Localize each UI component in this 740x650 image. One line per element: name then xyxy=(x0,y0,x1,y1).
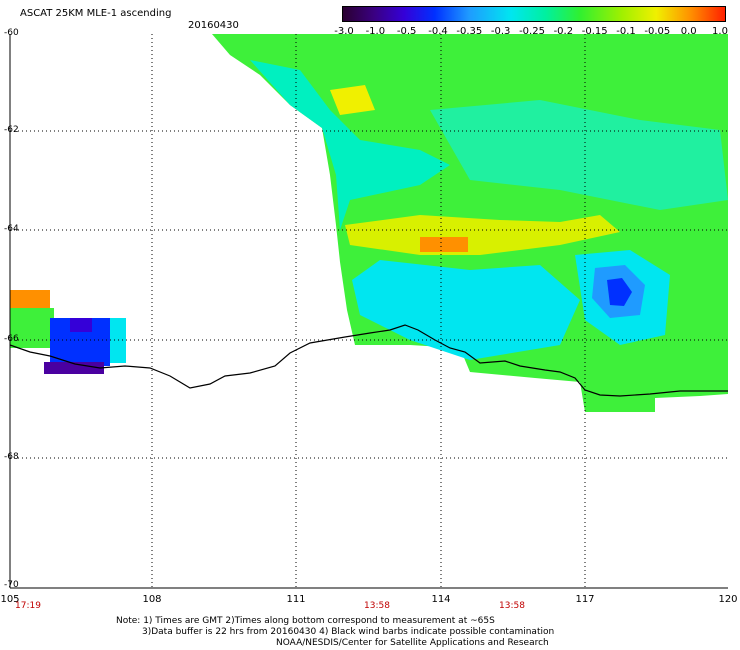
latitude-label: -66 xyxy=(4,334,19,344)
swath-cyan-upper xyxy=(250,60,450,230)
west-violet xyxy=(44,362,104,374)
latitude-label: -62 xyxy=(4,125,19,135)
colorbar-label: -1.0 xyxy=(365,26,386,37)
graticule xyxy=(10,34,728,588)
axes xyxy=(9,34,728,589)
coastline xyxy=(9,324,728,397)
colorbar-label: 0.0 xyxy=(680,26,697,37)
colorbar-label: -0.2 xyxy=(553,26,574,37)
pass-time-label: 13:58 xyxy=(364,601,390,611)
colorbar-label: -0.1 xyxy=(616,26,636,37)
colorbar-label: -3.0 xyxy=(334,26,354,37)
latitude-label: -64 xyxy=(4,224,19,234)
footnote-line-1: Note: 1) Times are GMT 2)Times along bot… xyxy=(116,616,495,626)
swath-cyan-band xyxy=(430,100,728,210)
latitude-label: -68 xyxy=(4,452,19,462)
longitude-label: 111 xyxy=(286,594,306,605)
map-title: ASCAT 25KM MLE-1 ascending xyxy=(20,8,172,19)
footnote-line-2: 3)Data buffer is 22 hrs from 20160430 4)… xyxy=(142,627,555,637)
longitude-label: 120 xyxy=(718,594,738,605)
swath-yellow-upper xyxy=(330,85,375,115)
swath-data xyxy=(10,34,728,412)
swath-cyan-mid xyxy=(352,260,580,360)
swath-orange-spot xyxy=(420,237,468,252)
swath-dark-core xyxy=(607,278,632,306)
west-orange xyxy=(10,290,50,308)
longitude-label: 114 xyxy=(431,594,451,605)
footnote: Note: 1) Times are GMT 2)Times along bot… xyxy=(116,616,554,649)
colorbar-label: 1.0 xyxy=(712,26,728,37)
latitude-label: -60 xyxy=(4,28,19,38)
colorbar-label: -0.15 xyxy=(581,26,608,37)
footnote-line-3: NOAA/NESDIS/Center for Satellite Applica… xyxy=(276,638,549,648)
swath-yellow-band xyxy=(345,215,620,255)
map-date: 20160430 xyxy=(188,20,239,31)
west-green xyxy=(10,308,54,348)
colorbar-label: -0.3 xyxy=(490,26,511,37)
colorbar xyxy=(342,6,726,22)
colorbar-label: -0.4 xyxy=(428,26,448,37)
latitude-label: -70 xyxy=(4,580,19,590)
west-darkblue xyxy=(70,318,92,332)
colorbar-label: -0.5 xyxy=(396,26,417,37)
colorbar-label: -0.25 xyxy=(519,26,545,37)
colorbar-label: -0.35 xyxy=(456,26,483,37)
pass-time-label: 13:58 xyxy=(499,601,525,611)
pass-time-label: 17:19 xyxy=(15,601,41,611)
colorbar-label: -0.05 xyxy=(644,26,671,37)
longitude-label: 105 xyxy=(0,594,20,605)
longitude-label: 117 xyxy=(575,594,595,605)
longitude-label: 108 xyxy=(142,594,162,605)
